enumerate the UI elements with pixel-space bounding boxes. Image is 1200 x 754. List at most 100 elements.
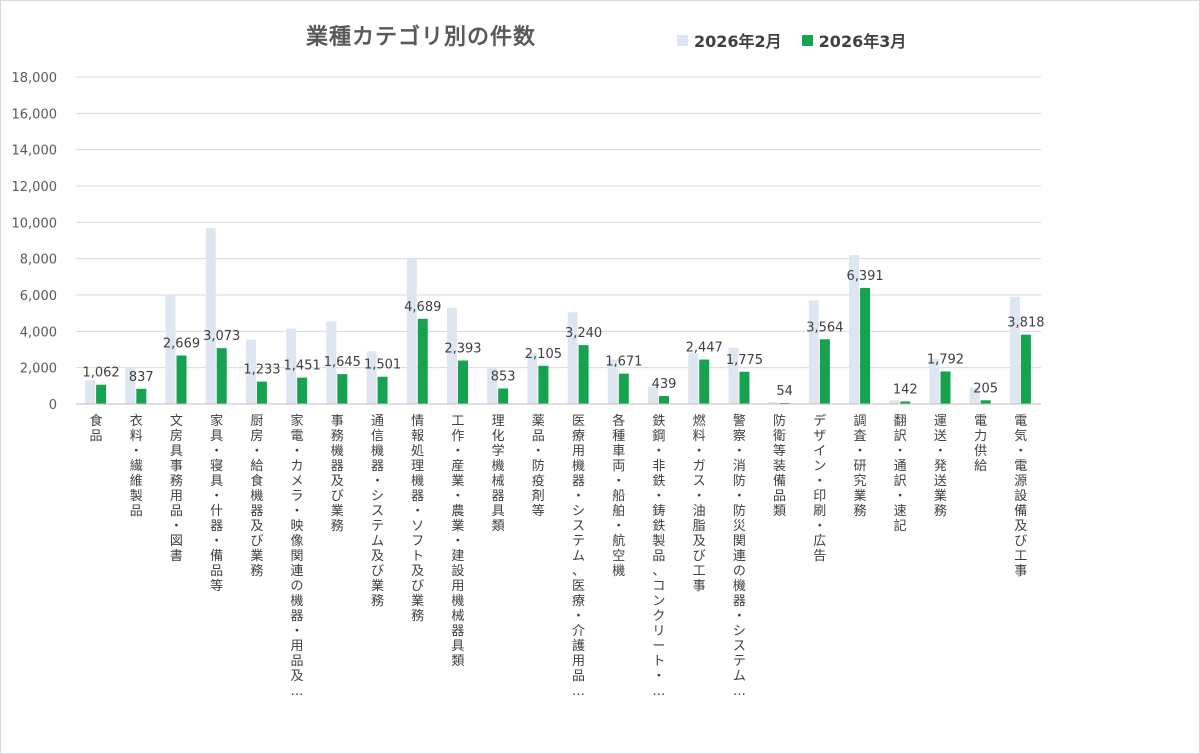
data-label-2026-03: 2,669 <box>163 337 200 352</box>
data-label-2026-03: 853 <box>491 370 516 385</box>
legend-item-feb: 2026年2月 <box>677 28 782 52</box>
bar-2026-03 <box>337 374 348 404</box>
x-tick-label: 調査・研究業務 <box>853 414 866 519</box>
data-label-2026-03: 439 <box>652 377 677 392</box>
y-tick-label: 4,000 <box>20 325 57 340</box>
data-label-2026-03: 1,645 <box>324 355 361 370</box>
data-label-2026-03: 1,792 <box>927 352 964 367</box>
bar-2026-02 <box>446 307 457 404</box>
bar-2026-02 <box>728 347 739 404</box>
bar-2026-03 <box>417 318 428 404</box>
x-tick-label: 工作・産業・農業・建設用機械器具類 <box>451 414 464 669</box>
data-label-2026-03: 205 <box>973 381 998 396</box>
bar-2026-03 <box>216 348 227 404</box>
data-label-2026-03: 1,775 <box>726 353 763 368</box>
x-tick-label: 食品 <box>89 413 102 444</box>
x-tick-label: 医療用機器・システム、医療・介護用品… <box>572 414 585 699</box>
y-tick-label: 16,000 <box>12 107 58 122</box>
x-tick-label: 情報処理機器・ソフト及び業務 <box>411 414 424 624</box>
legend-swatch-feb <box>677 34 688 46</box>
bar-2026-02 <box>648 386 659 404</box>
bar-2026-02 <box>849 255 860 404</box>
bar-2026-03 <box>980 400 991 404</box>
bar-2026-03 <box>498 388 509 404</box>
bar-2026-03 <box>256 381 267 404</box>
legend-label-feb: 2026年2月 <box>694 32 782 51</box>
bar-2026-03 <box>940 371 951 404</box>
bar-2026-02 <box>688 353 699 404</box>
data-label-2026-03: 142 <box>893 382 918 397</box>
bar-2026-03 <box>176 355 187 404</box>
data-label-2026-03: 1,671 <box>605 355 642 370</box>
x-tick-label: 厨房・給食機器及び業務 <box>250 414 263 579</box>
x-tick-label: 各種車両・船舶・航空機 <box>612 413 625 579</box>
y-tick-label: 2,000 <box>20 362 57 377</box>
bar-2026-02 <box>326 321 337 404</box>
bar-2026-03 <box>96 384 107 404</box>
bar-2026-02 <box>527 353 538 404</box>
bar-2026-02 <box>165 295 176 404</box>
data-label-2026-03: 6,391 <box>846 269 883 284</box>
bar-2026-02 <box>808 300 819 404</box>
x-tick-label: 文房具事務用品・図書 <box>170 414 183 564</box>
y-tick-label: 18,000 <box>12 71 58 86</box>
bar-2026-03 <box>457 360 468 404</box>
bar-2026-03 <box>819 339 830 404</box>
data-label-2026-03: 3,818 <box>1007 316 1044 331</box>
bar-2026-03 <box>136 388 147 404</box>
bar-2026-02 <box>889 400 900 404</box>
data-label-2026-03: 2,393 <box>444 342 481 357</box>
bar-2026-02 <box>768 402 779 404</box>
x-tick-label: 燃料・ガス・油脂及び工事 <box>693 413 706 594</box>
x-tick-label: 鉄鋼・非鉄・鋳鉄製品、コンクリート・… <box>652 414 665 699</box>
data-label-2026-03: 3,073 <box>203 329 240 344</box>
bar-2026-03 <box>377 376 388 404</box>
x-tick-label: 理化学機械器具類 <box>492 414 505 534</box>
data-label-2026-03: 3,564 <box>806 320 843 335</box>
x-tick-label: 電力供給 <box>974 414 987 474</box>
y-tick-label: 10,000 <box>12 216 58 231</box>
bar-2026-02 <box>406 258 417 404</box>
data-label-2026-03: 837 <box>129 370 154 385</box>
x-tick-label: 家電・カメラ・映像関連の機器・用品及… <box>291 413 304 699</box>
x-tick-label: デザイン・印刷・広告 <box>813 413 826 564</box>
data-label-2026-03: 54 <box>776 384 793 399</box>
bar-2026-03 <box>860 287 871 404</box>
y-tick-label: 8,000 <box>20 253 57 268</box>
bar-2026-03 <box>618 373 629 404</box>
data-label-2026-03: 2,447 <box>686 341 723 356</box>
x-tick-label: 事務機器及び業務 <box>331 414 344 534</box>
data-label-2026-03: 3,240 <box>565 326 602 341</box>
bar-2026-03 <box>659 396 670 404</box>
bar-2026-02 <box>567 312 578 404</box>
x-tick-label: 電気・電源設備及び工事 <box>1014 414 1027 579</box>
y-tick-label: 0 <box>49 398 57 413</box>
bar-2026-02 <box>969 387 980 404</box>
legend: 2026年2月 2026年3月 <box>677 28 926 52</box>
bar-2026-03 <box>699 359 710 404</box>
bar-2026-03 <box>297 377 308 404</box>
y-tick-label: 6,000 <box>20 289 57 304</box>
x-tick-label: 衣料・繊維製品 <box>130 413 143 519</box>
data-label-2026-03: 1,451 <box>284 359 321 374</box>
bar-2026-03 <box>538 365 549 404</box>
bar-2026-02 <box>1009 296 1020 404</box>
x-tick-label: 家具・寝具・什器・備品等 <box>210 413 223 594</box>
x-tick-label: 警察・消防・防災関連の機器・システム… <box>733 413 746 699</box>
x-tick-label: 通信機器・システム及び業務 <box>371 414 384 609</box>
bar-2026-03 <box>739 371 750 404</box>
bar-2026-02 <box>125 367 136 404</box>
bar-2026-02 <box>487 367 498 404</box>
bar-2026-02 <box>607 359 618 404</box>
legend-item-mar: 2026年3月 <box>801 28 907 52</box>
y-tick-label: 12,000 <box>12 180 58 195</box>
data-label-2026-03: 1,062 <box>82 366 119 381</box>
x-tick-label: 薬品・防疫剤等 <box>532 414 545 519</box>
y-tick-label: 14,000 <box>12 144 58 159</box>
bar-2026-02 <box>286 328 297 404</box>
bar-2026-02 <box>366 351 377 404</box>
chart-title: 業種カテゴリ別の件数 <box>306 25 537 50</box>
legend-label-mar: 2026年3月 <box>818 32 907 51</box>
